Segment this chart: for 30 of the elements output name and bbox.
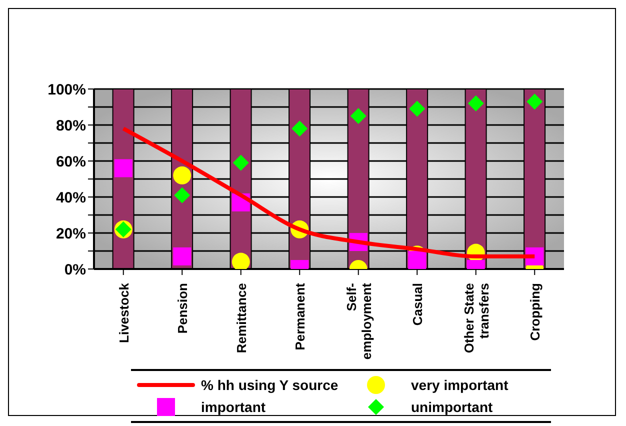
point (173, 247, 192, 266)
point (114, 159, 132, 178)
legend-label: % hh using Y source (201, 377, 338, 393)
point (174, 187, 190, 204)
y-tick-label: 20% (56, 225, 86, 242)
point (468, 95, 484, 112)
x-tick-label: Casual (410, 283, 426, 326)
point (408, 251, 426, 269)
y-tick-label: 60% (56, 153, 86, 170)
x-tick-label: Pension (175, 282, 190, 334)
point (526, 94, 543, 110)
y-tick-label: 80% (56, 117, 86, 134)
y-tick-label: 100% (48, 81, 86, 98)
point (173, 166, 192, 184)
x-tick-label: Self-employment (344, 282, 374, 360)
x-tick-label: Livestock (116, 282, 132, 343)
y-tick-label: 0% (64, 261, 86, 278)
point (350, 108, 366, 124)
legend-label: unimportant (411, 399, 493, 415)
point (409, 100, 426, 117)
x-tick-label: Cropping (528, 282, 543, 341)
x-tick-label: Other State transfers (461, 283, 492, 354)
point (292, 120, 308, 137)
y-tick-label: 40% (56, 189, 86, 206)
point (232, 252, 250, 269)
x-tick-label: Remittance (234, 283, 249, 354)
legend-label: important (201, 399, 266, 415)
legend-label: very important (411, 377, 508, 393)
point (232, 154, 249, 171)
x-tick-label: Permanent (292, 282, 308, 350)
